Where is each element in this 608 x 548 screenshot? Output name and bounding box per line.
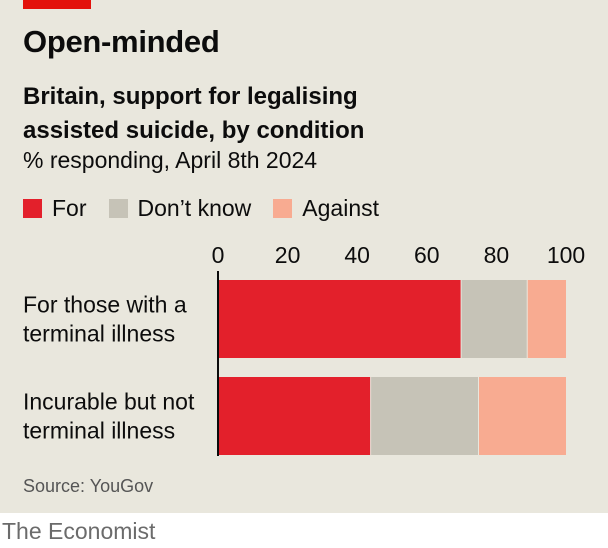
bar-against-0	[527, 280, 566, 358]
category-label-0: For those with a terminal illness	[23, 292, 187, 347]
brand-name: The Economist	[2, 518, 156, 544]
stacked-bar-chart: 0 20 40 60 80 100 For those with a terminal ill…	[23, 242, 585, 456]
legend: For Don’t know Against	[23, 193, 401, 223]
unit-line: % responding, April 8th 2024	[23, 147, 318, 173]
legend-swatch-against	[273, 198, 293, 218]
x-tick-label-100: 100	[547, 242, 585, 268]
brand-red-tag	[23, 0, 91, 9]
bar-against-1	[479, 377, 566, 455]
legend-item-for: For	[23, 195, 87, 222]
x-tick-label-60: 60	[414, 242, 440, 268]
subtitle-line-2: assisted suicide, by condition	[23, 117, 365, 144]
category-label-line: Incurable but not	[23, 389, 195, 415]
bar-don-t-know-1	[371, 377, 478, 455]
x-tick-label-0: 0	[212, 242, 225, 268]
legend-label-against: Against	[302, 194, 379, 221]
category-label-line: terminal illness	[23, 418, 175, 444]
legend-swatch-for	[23, 198, 42, 218]
x-tick-label-40: 40	[344, 242, 370, 268]
legend-label-for: For	[52, 194, 87, 221]
chart-title: Open-minded	[23, 24, 220, 59]
legend-item-dont-know: Don’t know	[108, 194, 252, 222]
category-label-1: Incurable but not terminal illness	[23, 389, 195, 444]
legend-swatch-dont-know	[108, 198, 128, 218]
bar-don-t-know-0	[461, 280, 527, 358]
x-tick-label-20: 20	[275, 242, 301, 268]
category-label-line: For those with a	[23, 292, 187, 318]
subtitle-line-1: Britain, support for legalising	[23, 83, 358, 110]
category-label-line: terminal illness	[23, 321, 175, 347]
chart-subtitle: Britain, support for legalising assisted…	[23, 80, 364, 148]
legend-label-dont-know: Don’t know	[137, 194, 252, 221]
x-tick-label-80: 80	[484, 242, 510, 268]
bar-for-1	[218, 377, 371, 455]
legend-item-against: Against	[273, 195, 379, 222]
source-note: Source: YouGov	[23, 476, 154, 496]
bar-for-0	[218, 280, 461, 358]
